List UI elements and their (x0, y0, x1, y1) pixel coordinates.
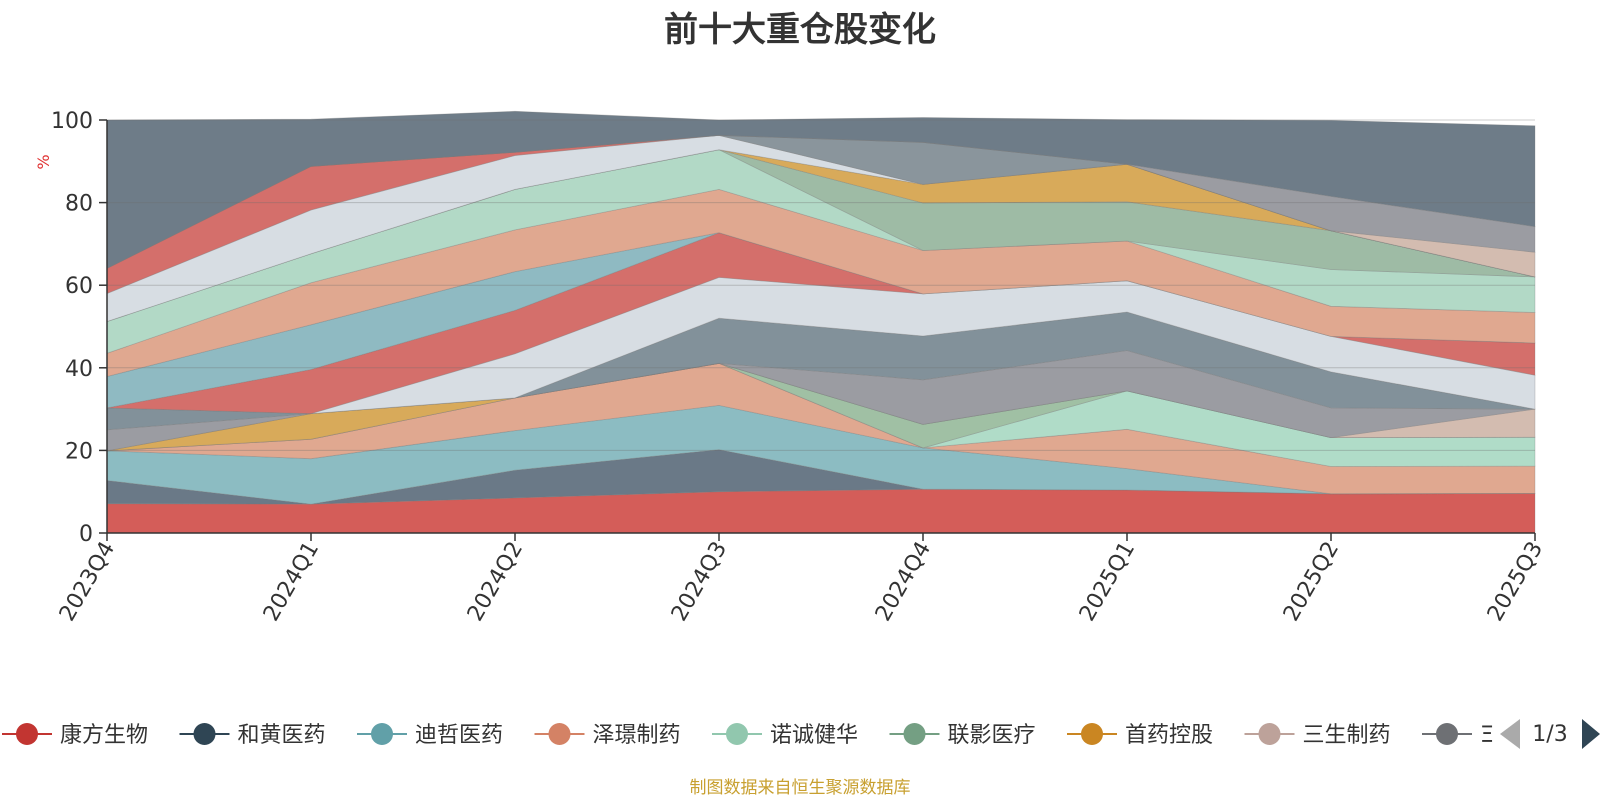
legend-label: 首药控股 (1125, 723, 1213, 748)
legend-label: 康方生物 (60, 723, 148, 748)
legend-marker (371, 723, 393, 745)
legend-marker (193, 723, 216, 745)
legend-item-8[interactable]: 三生制药 (1244, 723, 1391, 748)
area-series-5 (106, 362, 1536, 467)
legend-label: 联影医疗 (948, 723, 1036, 748)
area-layer (106, 110, 1536, 534)
legend-item-3[interactable]: 迪哲医药 (357, 723, 503, 748)
legend-item-7[interactable]: 首药控股 (1067, 723, 1213, 748)
area-series-4 (106, 362, 1536, 495)
legend-item-6[interactable]: 联影医疗 (889, 723, 1036, 748)
legend-marker (1436, 723, 1458, 745)
chart-title: 前十大重仓股变化 (664, 10, 936, 50)
legend-page-indicator: 1/3 (1532, 722, 1567, 747)
legend-marker (16, 723, 38, 745)
legend-item-4[interactable]: 泽璟制药 (534, 723, 681, 748)
triangle-right-icon[interactable] (1582, 719, 1600, 749)
x-tick-label: 2024Q4 (871, 538, 936, 626)
legend-marker (903, 723, 926, 745)
legend-label: 迪哲医药 (415, 723, 503, 748)
x-tick-label: 2023Q4 (55, 538, 120, 626)
legend-label: 和黄医药 (238, 723, 326, 748)
legend-marker (548, 723, 571, 745)
x-tick-label: 2025Q3 (1483, 538, 1548, 626)
y-tick-label: 60 (65, 274, 93, 299)
x-tick-label: 2024Q3 (667, 538, 732, 626)
triangle-left-icon[interactable] (1500, 719, 1520, 749)
legend-item-9[interactable]: Ξ (1422, 723, 1494, 748)
legend-item-5[interactable]: 诺诚健华 (712, 723, 858, 748)
legend-label: 泽璟制药 (593, 723, 681, 748)
x-tick-label: 2025Q2 (1279, 538, 1344, 626)
y-axis-label: % (34, 154, 53, 169)
x-tick-label: 2024Q2 (463, 538, 528, 626)
area-series-15 (106, 149, 1536, 354)
y-tick-label: 0 (79, 522, 93, 547)
legend-label: 诺诚健华 (770, 723, 858, 748)
legend-label: Ξ (1480, 723, 1494, 748)
area-series-23 (106, 110, 1536, 269)
legend: 康方生物 和黄医药 迪哲医药 泽璟制药 诺诚健华 联影医疗 首药控股 三生制药 Ξ 1/3 (2, 700, 1600, 770)
y-tick-label: 20 (65, 439, 93, 464)
legend-marker (1258, 723, 1281, 745)
legend-marker (726, 723, 748, 745)
legend-marker (1081, 723, 1103, 745)
legend-item-1[interactable]: 康方生物 (2, 723, 148, 748)
y-tick-label: 100 (51, 109, 93, 134)
data-source-note: 制图数据来自恒生聚源数据库 (689, 778, 911, 798)
x-tick-label: 2025Q1 (1075, 538, 1140, 626)
area-series-11 (106, 276, 1536, 415)
x-tick-label: 2024Q1 (259, 538, 324, 626)
y-tick-label: 80 (65, 192, 93, 217)
legend-label: 三生制药 (1303, 723, 1391, 748)
area-series-8 (106, 362, 1536, 452)
y-tick-label: 40 (65, 357, 93, 382)
legend-item-2[interactable]: 和黄医药 (179, 723, 326, 748)
